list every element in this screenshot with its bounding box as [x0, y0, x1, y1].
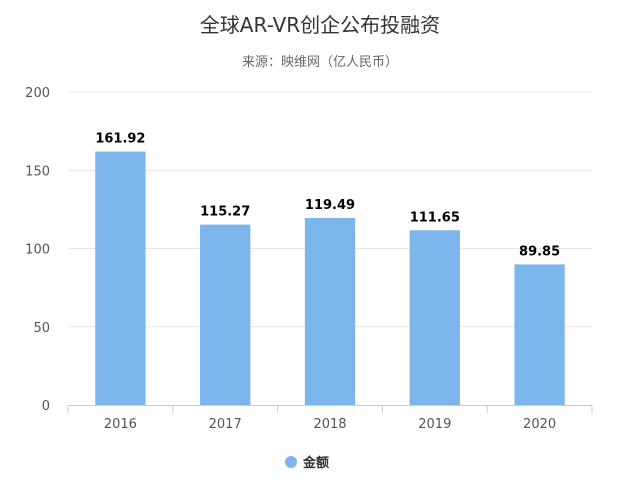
bar — [514, 264, 565, 405]
x-tick-label: 2016 — [104, 417, 137, 432]
x-tick-label: 2017 — [209, 417, 242, 432]
bar — [304, 217, 356, 405]
data-label: 115.27 — [200, 205, 250, 220]
bar — [95, 151, 146, 405]
data-label: 111.65 — [410, 210, 460, 225]
x-tick-label: 2019 — [418, 417, 451, 432]
data-label: 119.49 — [305, 198, 355, 213]
bars — [95, 151, 565, 405]
legend-label[interactable]: 金额 — [302, 455, 329, 471]
y-tick-label: 0 — [42, 399, 50, 414]
x-axis: 2016 2017 2018 2019 2020 — [67, 405, 593, 432]
x-tick-label: 2018 — [313, 417, 346, 432]
data-label: 89.85 — [519, 244, 560, 259]
y-tick-label: 50 — [33, 321, 50, 336]
data-labels: 161.92 115.27 119.49 111.65 89.85 — [95, 132, 560, 260]
legend[interactable]: 金额 — [285, 455, 329, 471]
chart-title: 全球AR-VR创企公布投融资 — [200, 13, 440, 37]
bar — [200, 224, 251, 405]
y-tick-label: 100 — [25, 243, 50, 258]
y-axis: 0 50 100 150 200 — [25, 86, 50, 414]
y-tick-label: 200 — [25, 86, 50, 101]
bar — [409, 230, 460, 405]
legend-marker[interactable] — [285, 456, 297, 468]
y-tick-label: 150 — [25, 164, 50, 179]
data-label: 161.92 — [95, 132, 145, 147]
x-tick-label: 2020 — [523, 417, 556, 432]
chart-subtitle: 来源：映维网（亿人民币） — [242, 55, 398, 70]
